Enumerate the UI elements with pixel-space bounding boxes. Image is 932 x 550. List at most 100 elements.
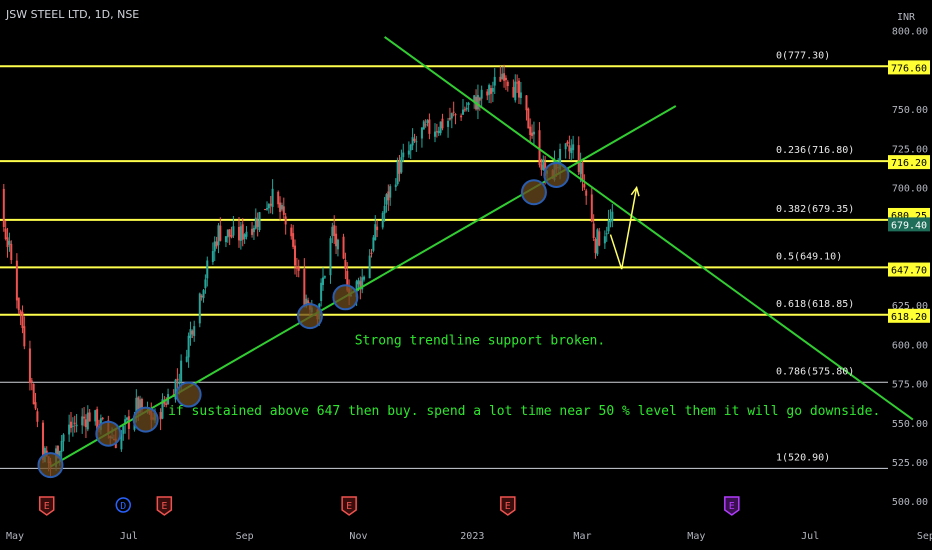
touch-circles <box>37 161 570 479</box>
candle-body <box>202 290 205 299</box>
candles <box>2 64 614 478</box>
candle-27 <box>30 377 33 391</box>
candle-28 <box>32 383 35 405</box>
x-tick-6: May <box>687 531 705 542</box>
event-marker-0[interactable]: E <box>38 496 55 516</box>
candle-157 <box>370 248 373 258</box>
candle-234 <box>570 139 573 161</box>
candle-219 <box>531 124 534 139</box>
y-tick-0: 800.00 <box>892 27 928 38</box>
candle-body <box>448 117 451 120</box>
candle-body <box>439 121 442 134</box>
event-marker-3[interactable]: E <box>341 496 357 516</box>
candle-body <box>135 397 138 415</box>
candle-180 <box>428 113 431 140</box>
candle-body <box>385 194 388 205</box>
candle-172 <box>409 143 412 159</box>
candle-111 <box>251 221 254 238</box>
candle-202 <box>488 83 491 104</box>
candle-107 <box>239 222 242 250</box>
candle-130 <box>297 259 300 278</box>
candle-body <box>254 217 257 229</box>
candle-body <box>161 399 164 419</box>
candle-body <box>374 224 377 240</box>
candle-body <box>2 188 5 227</box>
y-tick-3: 725.00 <box>892 144 928 155</box>
candle-body <box>531 132 534 136</box>
candle-body <box>204 279 207 289</box>
candle-100 <box>219 217 222 242</box>
candle-body <box>303 268 306 307</box>
touch-circle-0 <box>37 452 64 479</box>
event-badge <box>724 496 740 516</box>
price-badge-4: 647.70 <box>888 262 930 277</box>
candle-body <box>140 399 143 410</box>
event-label: E <box>44 501 50 512</box>
event-marker-2[interactable]: E <box>156 496 173 516</box>
candle-182 <box>435 123 438 138</box>
candle-body <box>224 236 227 243</box>
candle-191 <box>460 113 463 121</box>
candle-217 <box>527 107 530 129</box>
candle-body <box>284 216 287 225</box>
candle-body <box>279 202 282 212</box>
candle-body <box>137 397 140 414</box>
candle-body <box>570 147 573 154</box>
candle-92 <box>200 294 203 301</box>
y-tick-10: 550.00 <box>892 419 928 430</box>
candle-body <box>256 220 259 227</box>
candle-243 <box>594 237 597 259</box>
candle-body <box>363 276 366 280</box>
candle-62 <box>122 423 125 441</box>
candle-body <box>15 260 18 301</box>
candle-body <box>603 236 606 244</box>
candle-body <box>126 417 128 420</box>
candle-body <box>420 127 423 139</box>
candle-76 <box>159 408 162 431</box>
event-marker-5[interactable]: E <box>724 496 740 516</box>
y-tick-12: 500.00 <box>892 497 928 508</box>
event-marker-1[interactable]: D <box>115 497 132 513</box>
candle-body <box>564 143 567 150</box>
candle-body <box>42 422 44 460</box>
candle-240 <box>585 188 588 205</box>
candle-body <box>215 241 218 247</box>
candle-104 <box>230 226 233 239</box>
candle-109 <box>243 233 246 244</box>
price-badge-bg <box>888 262 930 277</box>
candle-body <box>357 279 360 285</box>
candle-61 <box>120 430 123 452</box>
candle-46 <box>81 408 84 434</box>
candle-body <box>75 424 78 427</box>
candle-209 <box>504 75 507 91</box>
candle-body <box>252 228 255 233</box>
fib-label-2: 0.382(679.35) <box>776 204 854 215</box>
candle-body <box>514 81 517 101</box>
candle-body <box>280 205 283 210</box>
candle-body <box>251 228 254 235</box>
candle-168 <box>398 154 401 182</box>
fib-label-6: 1(520.90) <box>776 452 830 463</box>
candle-174 <box>413 133 416 143</box>
chart-title: JSW STEEL LTD, 1D, NSE <box>6 8 140 21</box>
candle-body <box>271 188 274 207</box>
candle-102 <box>226 229 229 243</box>
candle-82 <box>174 378 177 403</box>
candle-body <box>493 76 496 86</box>
candle-body <box>435 131 438 133</box>
event-marker-4[interactable]: E <box>500 496 516 516</box>
price-badge-bg <box>888 60 930 75</box>
candle-83 <box>176 368 179 391</box>
fib-label-1: 0.236(716.80) <box>776 145 854 156</box>
candle-body <box>579 162 582 174</box>
event-label: E <box>161 501 167 512</box>
candle-body <box>501 73 504 80</box>
candle-body <box>434 131 436 137</box>
candle-248 <box>607 209 610 234</box>
candle-body <box>389 186 392 198</box>
candle-16 <box>2 183 5 232</box>
candle-body <box>598 231 601 246</box>
candle-body <box>465 107 468 110</box>
